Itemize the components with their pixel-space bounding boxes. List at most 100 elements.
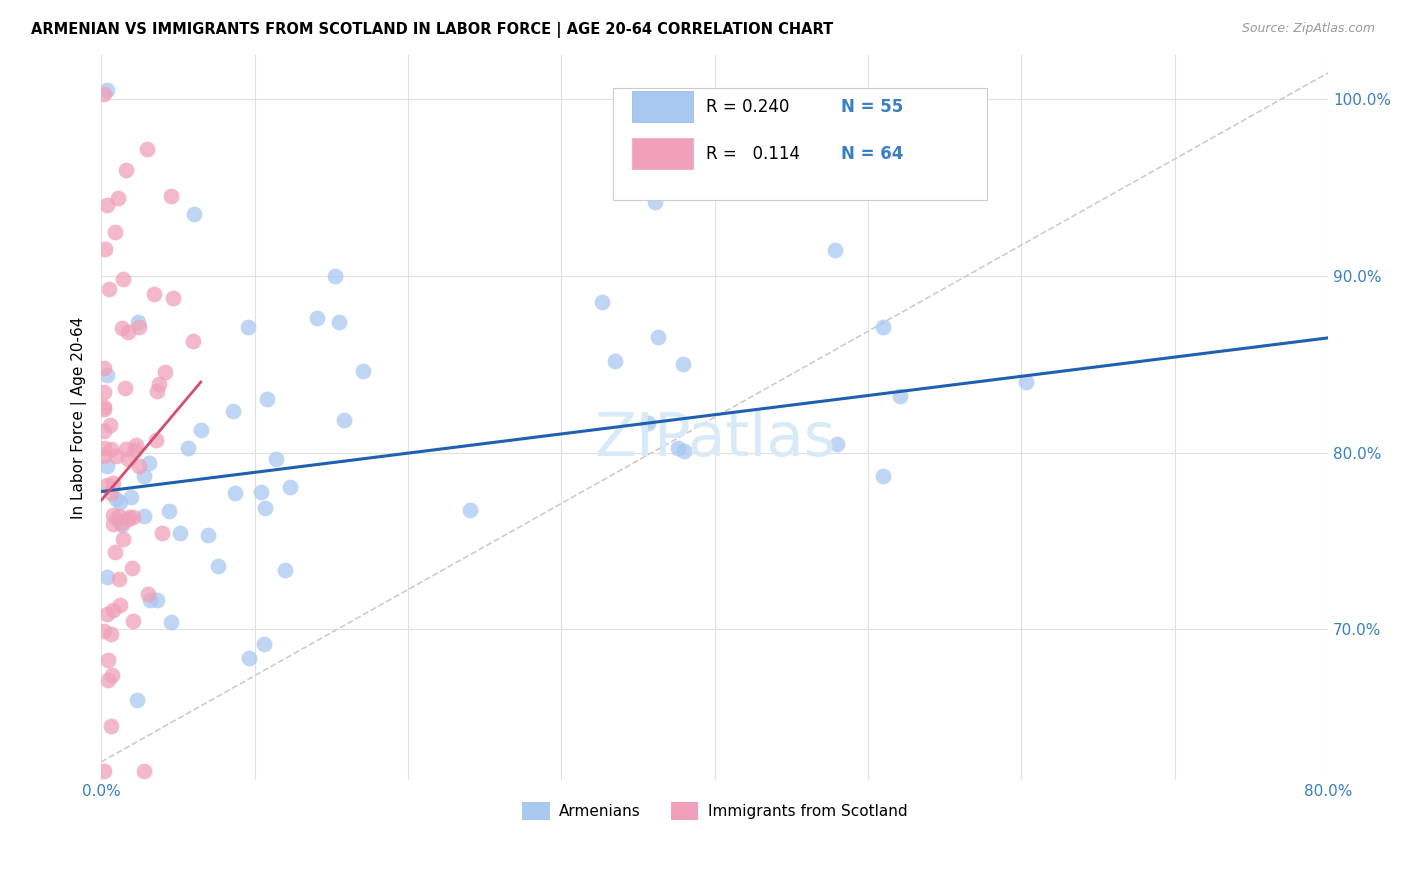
Point	[145, 384, 167, 398]
Point	[93, 400, 115, 414]
Point	[122, 614, 145, 628]
Point	[100, 442, 122, 457]
Point	[97, 653, 120, 667]
Point	[160, 615, 183, 630]
Point	[93, 449, 115, 463]
Point	[266, 451, 288, 466]
Point	[104, 492, 127, 507]
Point	[1015, 375, 1038, 389]
Point	[111, 517, 134, 532]
Point	[97, 282, 120, 296]
Point	[824, 243, 846, 257]
Point	[110, 495, 132, 509]
Point	[111, 533, 134, 547]
Point	[591, 295, 613, 310]
Point	[238, 320, 260, 334]
Point	[252, 637, 274, 651]
Point	[139, 593, 162, 607]
Point	[101, 508, 124, 523]
Point	[274, 563, 297, 577]
Point	[333, 413, 356, 427]
Point	[104, 545, 127, 559]
Point	[672, 358, 695, 372]
Text: R = 0.240: R = 0.240	[706, 97, 789, 116]
Point	[138, 456, 160, 470]
Point	[256, 392, 278, 406]
Point	[254, 501, 277, 516]
Point	[827, 437, 849, 451]
Point	[107, 191, 129, 205]
Point	[101, 603, 124, 617]
Point	[328, 315, 350, 329]
Point	[96, 607, 118, 622]
Point	[238, 651, 260, 665]
Point	[103, 475, 125, 490]
Point	[100, 486, 122, 500]
Point	[644, 194, 666, 209]
Point	[872, 319, 894, 334]
Point	[889, 389, 911, 403]
Point	[120, 490, 142, 504]
Point	[96, 198, 118, 212]
Point	[124, 443, 146, 458]
Point	[352, 364, 374, 378]
Text: R =   0.114: R = 0.114	[706, 145, 800, 162]
Point	[323, 269, 346, 284]
Point	[107, 572, 129, 586]
Point	[96, 570, 118, 584]
Point	[128, 458, 150, 473]
Point	[605, 354, 627, 368]
Point	[177, 442, 200, 456]
Point	[668, 441, 690, 455]
Point	[250, 485, 273, 500]
Point	[637, 417, 659, 431]
Point	[125, 693, 148, 707]
Point	[93, 361, 115, 376]
Point	[872, 469, 894, 483]
Point	[122, 509, 145, 524]
Point	[104, 449, 127, 463]
Point	[115, 163, 138, 178]
Point	[132, 469, 155, 483]
Point	[278, 480, 301, 494]
Point	[136, 142, 159, 156]
Point	[96, 459, 118, 474]
Point	[305, 311, 328, 326]
Point	[224, 486, 246, 500]
Point	[197, 528, 219, 542]
Point	[672, 444, 695, 458]
Legend: Armenians, Immigrants from Scotland: Armenians, Immigrants from Scotland	[516, 796, 914, 826]
Point	[162, 291, 184, 305]
Point	[117, 512, 139, 526]
Point	[157, 503, 180, 517]
Point	[190, 423, 212, 437]
Point	[93, 441, 115, 455]
Point	[117, 325, 139, 339]
Point	[132, 764, 155, 778]
Point	[143, 287, 166, 301]
Point	[100, 627, 122, 641]
Point	[128, 320, 150, 334]
Point	[150, 526, 173, 541]
Point	[118, 510, 141, 524]
Point	[114, 442, 136, 456]
FancyBboxPatch shape	[633, 91, 693, 122]
Point	[647, 329, 669, 343]
Point	[108, 508, 131, 523]
Point	[110, 516, 132, 530]
Point	[181, 334, 204, 349]
Point	[458, 503, 481, 517]
Point	[104, 225, 127, 239]
Point	[110, 321, 132, 335]
Point	[93, 764, 115, 778]
Point	[96, 368, 118, 382]
Text: N = 55: N = 55	[841, 97, 903, 116]
Point	[93, 424, 115, 438]
Point	[222, 404, 245, 418]
Text: Source: ZipAtlas.com: Source: ZipAtlas.com	[1241, 22, 1375, 36]
Point	[148, 376, 170, 391]
Text: ARMENIAN VS IMMIGRANTS FROM SCOTLAND IN LABOR FORCE | AGE 20-64 CORRELATION CHAR: ARMENIAN VS IMMIGRANTS FROM SCOTLAND IN …	[31, 22, 834, 38]
Point	[108, 598, 131, 612]
Point	[117, 451, 139, 466]
Point	[160, 189, 183, 203]
